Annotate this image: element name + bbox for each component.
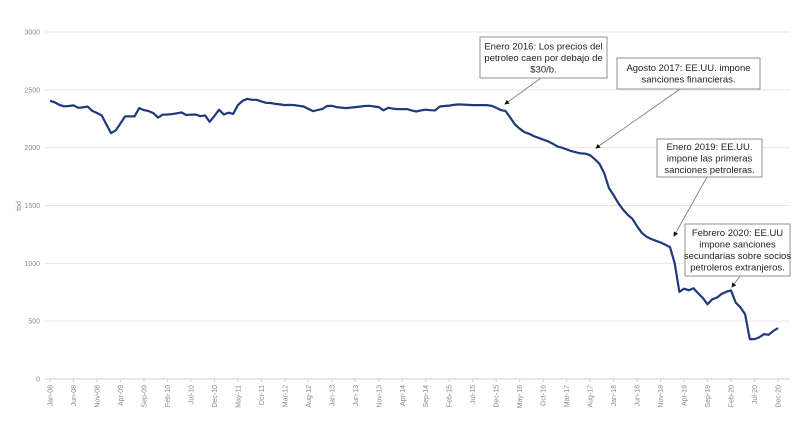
- y-axis-label: tbd: [16, 201, 23, 211]
- annotation-text: impone las primeras: [667, 153, 753, 164]
- annotation-arrow: [504, 77, 542, 105]
- x-tick-label: Feb-20: [729, 385, 736, 407]
- annotation-arrow: [595, 88, 681, 149]
- x-tick-label: Nov-13: [376, 385, 383, 408]
- annotation-text: petroleros extranjeros.: [690, 263, 785, 274]
- y-tick-label: 2500: [24, 87, 40, 94]
- x-tick-label: Apr-19: [682, 385, 689, 406]
- x-tick-label: Jul-20: [752, 385, 759, 404]
- annotation-arrow: [673, 176, 708, 237]
- annotation-text: Febrero 2020: EE.UU: [692, 228, 783, 239]
- x-tick-label: Oct-16: [541, 385, 548, 406]
- annotation-3: Enero 2019: EE.UU.impone las primerassan…: [656, 138, 763, 237]
- annotation-box: [684, 223, 791, 277]
- x-tick-label: Dec-15: [494, 385, 501, 408]
- x-tick-label: Dec-20: [776, 385, 783, 408]
- y-tick-label: 2000: [24, 145, 40, 152]
- x-tick-label: Sep-09: [141, 385, 148, 408]
- annotation-text: secundarias sobre socios: [684, 251, 791, 262]
- x-tick-label: Aug-12: [306, 385, 313, 408]
- y-tick-label: 1500: [24, 203, 40, 210]
- y-tick-label: 0: [36, 377, 40, 384]
- x-tick-label: Mar-17: [564, 385, 571, 407]
- annotation-text: sanciones petroleras.: [664, 165, 754, 176]
- annotation-box: [656, 138, 763, 178]
- x-tick-label: Jul-15: [470, 385, 477, 404]
- y-axis: 0 500 1000 1500 2000 2500 3000: [24, 30, 40, 384]
- x-tick-label: May-11: [235, 385, 242, 408]
- x-tick-label: Feb-15: [447, 385, 454, 407]
- x-tick-label: Nov-08: [94, 385, 101, 408]
- x-tick-label: Jul-10: [188, 385, 195, 404]
- x-tick-label: Feb-10: [165, 385, 172, 407]
- series-layer: [49, 97, 779, 341]
- x-tick-label: May-16: [517, 385, 524, 408]
- x-tick-label: Oct-11: [259, 385, 266, 406]
- x-tick-label: Jan-18: [611, 385, 618, 407]
- y-tick-label: 1000: [24, 261, 40, 268]
- annotation-text: Enero 2016: Los precios del: [484, 41, 602, 52]
- y-tick-label: 500: [28, 319, 40, 326]
- x-tick-label: Aug-17: [588, 385, 595, 408]
- gridlines: [45, 31, 790, 380]
- annotation-text: sanciones financieras.: [642, 75, 736, 86]
- x-tick-label: Jun-18: [635, 385, 642, 407]
- x-tick-label: Jan-13: [329, 385, 336, 407]
- annotation-box: [479, 36, 608, 79]
- annotation-text: Enero 2019: EE.UU.: [666, 142, 752, 153]
- annotation-text: Agosto 2017: EE.UU. impone: [626, 63, 750, 74]
- x-tick-label: Dec-10: [212, 385, 219, 408]
- x-tick-label: Nov-18: [658, 385, 665, 408]
- x-tick-label: Apr-09: [118, 385, 125, 406]
- x-tick-label: Sep-14: [423, 385, 430, 408]
- production-line: [49, 97, 779, 341]
- x-tick-label: Mar-12: [282, 385, 289, 407]
- annotation-text: impone sanciones: [699, 240, 776, 251]
- annotation-text: petroleo caen por debajo de: [484, 53, 602, 64]
- x-tick-label: Jan-08: [48, 385, 55, 407]
- y-tick-label: 3000: [24, 30, 40, 37]
- annotation-text: $30/b.: [530, 64, 556, 75]
- annotation-box: [616, 57, 761, 90]
- x-tick-label: Apr-14: [400, 385, 407, 406]
- x-tick-label: Jun-08: [71, 385, 78, 407]
- x-tick-label: Jun-13: [353, 385, 360, 407]
- x-axis: Jan-08 Jun-08 Nov-08 Apr-09 Sep-09 Feb-10 Jul-…: [48, 379, 783, 408]
- x-tick-label: Sep-19: [705, 385, 712, 408]
- annotation-arrow: [731, 275, 741, 288]
